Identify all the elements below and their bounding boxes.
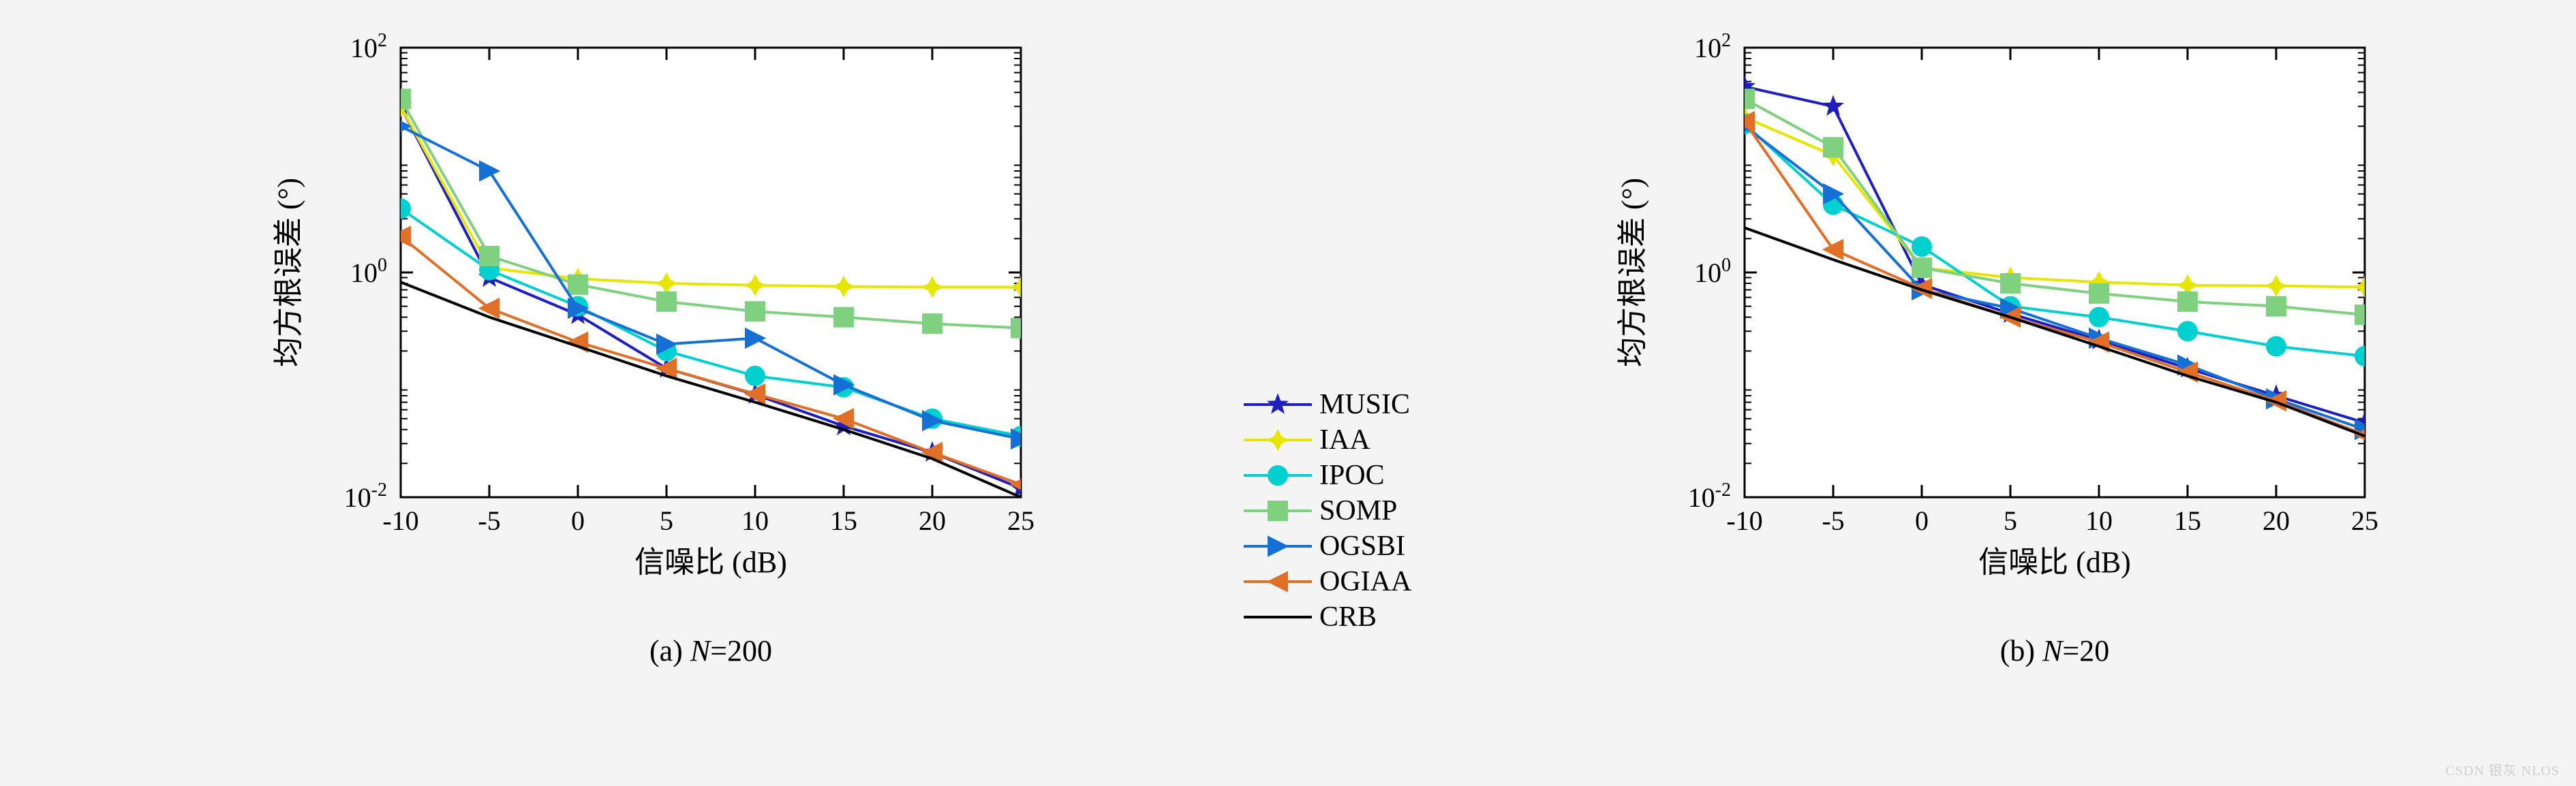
legend-swatch-crb bbox=[1240, 603, 1315, 631]
legend-item-somp: SOMP bbox=[1240, 493, 1411, 529]
chart-svg: -10 -5 0 5 10 15 20 25 10-2 100 102 信噪比 (dB) 均方根误差 (… bbox=[258, 27, 1048, 702]
xtick-label: 15 bbox=[2174, 505, 2201, 536]
xtick-label: -10 bbox=[1726, 505, 1762, 536]
xtick-label: 20 bbox=[919, 505, 946, 536]
legend-label-crb: CRB bbox=[1315, 601, 1377, 633]
legend-swatch-somp bbox=[1240, 497, 1315, 524]
legend-label-music: MUSIC bbox=[1315, 388, 1410, 421]
series-marker-ipoc bbox=[2355, 347, 2374, 366]
xtick-label: 20 bbox=[2263, 505, 2290, 536]
series-marker-ipoc bbox=[746, 366, 765, 386]
series-marker-somp bbox=[2001, 274, 2020, 293]
series-marker-somp bbox=[2267, 297, 2286, 316]
legend-item-iaa: IAA bbox=[1240, 422, 1411, 458]
xtick-label: -5 bbox=[478, 505, 500, 536]
series-marker-somp bbox=[480, 247, 499, 266]
series-marker-somp bbox=[1912, 258, 1931, 277]
ylabel: 均方根误差 (°) bbox=[1616, 178, 1649, 367]
xtick-label: 10 bbox=[741, 505, 769, 536]
legend-item-ogiaa: OGIAA bbox=[1240, 564, 1411, 599]
subcaption: (a) N=200 bbox=[649, 634, 772, 667]
legend-swatch-iaa bbox=[1240, 426, 1315, 454]
legend-swatch-ogiaa bbox=[1240, 568, 1315, 595]
series-marker-somp bbox=[568, 275, 587, 294]
legend-label-ogiaa: OGIAA bbox=[1315, 565, 1411, 598]
legend-swatch-ogsbi bbox=[1240, 533, 1315, 560]
figure-page: { "page":{ "width":3780,"height":1154, "… bbox=[0, 0, 2576, 786]
series-marker-ipoc bbox=[1912, 237, 1931, 256]
chart-svg: -10 -5 0 5 10 15 20 25 10-2 100 102 信噪比 (dB) 均方根误差 (… bbox=[1601, 27, 2392, 702]
series-marker-somp bbox=[657, 292, 676, 311]
series-marker-somp bbox=[834, 308, 853, 327]
xtick-label: 25 bbox=[1007, 505, 1034, 536]
legend-label-ipoc: IPOC bbox=[1315, 459, 1385, 492]
series-marker-somp bbox=[923, 314, 942, 333]
ytick-label: 10-2 bbox=[1688, 480, 1731, 513]
ytick-label: 102 bbox=[350, 30, 387, 63]
series-marker-somp bbox=[2089, 284, 2109, 303]
legend-label-ogsbi: OGSBI bbox=[1315, 530, 1405, 563]
xtick-label: -10 bbox=[382, 505, 418, 536]
xtick-label: 0 bbox=[1915, 505, 1929, 536]
xtick-label: 15 bbox=[830, 505, 857, 536]
legend-item-music: MUSIC bbox=[1240, 387, 1411, 422]
ylabel: 均方根误差 (°) bbox=[272, 178, 305, 367]
legend-label-somp: SOMP bbox=[1315, 494, 1397, 527]
legend-label-iaa: IAA bbox=[1315, 424, 1370, 456]
series-marker-ipoc bbox=[391, 199, 410, 218]
panel-a: -10 -5 0 5 10 15 20 25 10-2 100 102 信噪比 (dB) 均方根误差 (… bbox=[258, 27, 1048, 702]
series-marker-ipoc bbox=[2267, 337, 2286, 356]
legend-item-ipoc: IPOC bbox=[1240, 458, 1411, 493]
ytick-label: 100 bbox=[350, 255, 387, 288]
series-marker-somp bbox=[1011, 319, 1030, 338]
legend-item-ogsbi: OGSBI bbox=[1240, 529, 1411, 564]
xlabel: 信噪比 (dB) bbox=[634, 546, 787, 579]
xtick-label: -5 bbox=[1822, 505, 1844, 536]
watermark: CSDN 银灰 NLOS bbox=[2445, 759, 2560, 779]
panel-b: -10 -5 0 5 10 15 20 25 10-2 100 102 信噪比 (dB) 均方根误差 (… bbox=[1601, 27, 2392, 702]
legend-swatch-music bbox=[1240, 391, 1315, 418]
series-marker-somp bbox=[2355, 305, 2374, 324]
xtick-label: 10 bbox=[2085, 505, 2113, 536]
ytick-label: 100 bbox=[1694, 255, 1731, 288]
ytick-label: 102 bbox=[1694, 30, 1731, 63]
series-marker-somp bbox=[2178, 292, 2197, 311]
series-marker-somp bbox=[1824, 138, 1843, 157]
xtick-label: 25 bbox=[2351, 505, 2378, 536]
xtick-label: 0 bbox=[571, 505, 585, 536]
series-marker-somp bbox=[746, 302, 765, 321]
series-marker-somp bbox=[391, 89, 410, 108]
series-marker-somp bbox=[1735, 89, 1754, 108]
xtick-label: 5 bbox=[2004, 505, 2017, 536]
legend-item-crb: CRB bbox=[1240, 599, 1411, 635]
ytick-label: 10-2 bbox=[344, 480, 387, 513]
series-marker-ipoc bbox=[2178, 321, 2197, 341]
series-marker-ipoc bbox=[2089, 308, 2109, 327]
subcaption: (b) N=20 bbox=[2000, 634, 2110, 667]
legend: MUSIC IAA IPOC SOMP OGSBI OGIAA CRB bbox=[1240, 387, 1411, 635]
xlabel: 信噪比 (dB) bbox=[1978, 546, 2131, 579]
legend-swatch-ipoc bbox=[1240, 462, 1315, 489]
xtick-label: 5 bbox=[660, 505, 673, 536]
